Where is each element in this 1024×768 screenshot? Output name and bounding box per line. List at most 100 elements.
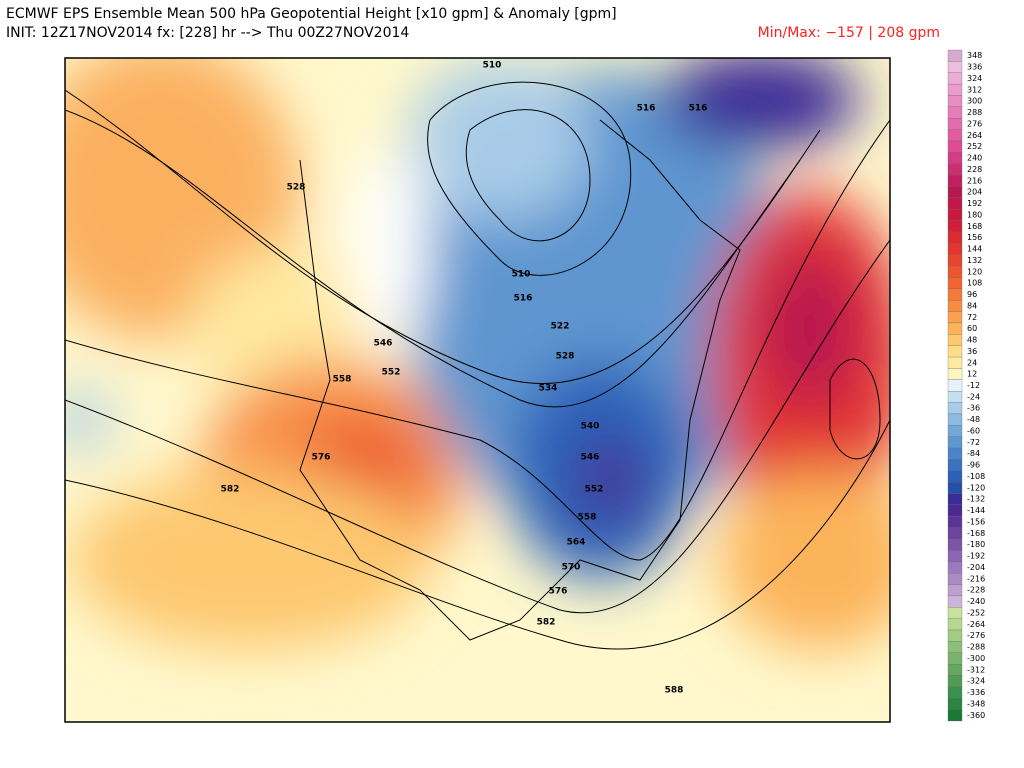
colorbar-swatch <box>947 356 963 369</box>
colorbar-label: -336 <box>967 688 985 697</box>
colorbar-label: -264 <box>967 620 985 629</box>
colorbar-label: -192 <box>967 552 985 561</box>
colorbar-label: 180 <box>967 210 982 219</box>
colorbar-label: -360 <box>967 711 985 720</box>
colorbar-label: -24 <box>967 392 980 401</box>
contour-label: 558 <box>333 375 352 385</box>
contour-label: 534 <box>539 384 558 394</box>
colorbar-label: -216 <box>967 574 985 583</box>
colorbar-swatch <box>947 709 963 722</box>
contour-label: 516 <box>514 294 533 304</box>
colorbar-label: 336 <box>967 63 982 72</box>
colorbar-swatch <box>947 459 963 471</box>
colorbar-label: -348 <box>967 699 985 708</box>
colorbar-label: -180 <box>967 540 985 549</box>
contour-label: 528 <box>556 352 575 362</box>
colorbar-label: -312 <box>967 665 985 674</box>
colorbar-swatch <box>947 425 963 437</box>
colorbar-label: -168 <box>967 529 985 538</box>
colorbar-swatch <box>947 629 963 642</box>
colorbar-label: 300 <box>967 97 982 106</box>
colorbar-label: 96 <box>967 290 977 299</box>
contour-label: 570 <box>562 563 581 573</box>
colorbar-swatch <box>947 402 963 415</box>
contour-label: 582 <box>537 618 556 628</box>
colorbar-swatch <box>947 663 963 676</box>
colorbar-label: 312 <box>967 85 982 94</box>
colorbar-swatch <box>947 140 963 153</box>
contour-label: 546 <box>581 453 600 463</box>
colorbar-swatch <box>947 698 963 710</box>
colorbar-label: 24 <box>967 358 977 367</box>
min-max: Min/Max: −157 | 208 gpm <box>758 25 940 41</box>
colorbar-label: -288 <box>967 643 985 652</box>
colorbar-swatch <box>947 209 963 221</box>
title: ECMWF EPS Ensemble Mean 500 hPa Geopoten… <box>6 6 617 22</box>
colorbar-swatch <box>947 106 963 119</box>
colorbar-label: 252 <box>967 142 982 151</box>
colorbar-swatch <box>947 573 963 585</box>
colorbar-label: 108 <box>967 279 982 288</box>
colorbar-swatch <box>947 493 963 506</box>
colorbar-label: 132 <box>967 256 982 265</box>
map-field <box>65 58 890 722</box>
colorbar-swatch <box>947 231 963 244</box>
colorbar-swatch <box>947 322 963 335</box>
map-frame <box>64 57 891 723</box>
colorbar-label: 60 <box>967 324 977 333</box>
contour-label: 558 <box>578 513 597 523</box>
contour-label: 528 <box>287 183 306 193</box>
colorbar-swatch <box>947 527 963 540</box>
colorbar-label: 48 <box>967 336 977 345</box>
contour-label: 552 <box>382 368 401 378</box>
colorbar-swatch <box>947 265 963 278</box>
colorbar-swatch <box>947 288 963 301</box>
contour-label: 552 <box>585 485 604 495</box>
colorbar-swatch <box>947 675 963 688</box>
colorbar-swatch <box>947 186 963 198</box>
colorbar-swatch <box>947 197 963 210</box>
colorbar-label: 240 <box>967 154 982 163</box>
colorbar-label: 348 <box>967 51 982 60</box>
colorbar-swatch <box>947 550 963 562</box>
colorbar-label: 156 <box>967 233 982 242</box>
colorbar-label: 228 <box>967 165 982 174</box>
colorbar-label: -252 <box>967 608 985 617</box>
colorbar-swatch <box>947 83 963 96</box>
colorbar-swatch <box>947 243 963 255</box>
colorbar-label: 120 <box>967 267 982 276</box>
colorbar-label: -156 <box>967 517 985 526</box>
colorbar-swatch <box>947 72 963 85</box>
colorbar-label: 288 <box>967 108 982 117</box>
contour-label: 516 <box>637 104 656 114</box>
colorbar-label: 216 <box>967 176 982 185</box>
colorbar-swatch <box>947 504 963 517</box>
colorbar-label: -96 <box>967 461 980 470</box>
colorbar-label: -36 <box>967 404 980 413</box>
colorbar-label: -84 <box>967 449 980 458</box>
colorbar-swatch <box>947 95 963 108</box>
colorbar-label: 276 <box>967 119 982 128</box>
colorbar-swatch <box>947 163 963 176</box>
colorbar-swatch <box>947 607 963 619</box>
colorbar-swatch <box>947 447 963 460</box>
colorbar-label: -276 <box>967 631 985 640</box>
contour-label: 516 <box>689 104 708 114</box>
colorbar-swatch <box>947 129 963 142</box>
colorbar-swatch <box>947 436 963 449</box>
colorbar-label: -144 <box>967 506 985 515</box>
colorbar-swatch <box>947 618 963 631</box>
contour-label: 588 <box>665 686 684 696</box>
colorbar-label: -60 <box>967 426 980 435</box>
colorbar-label: 12 <box>967 370 977 379</box>
colorbar-swatch <box>947 641 963 653</box>
colorbar-swatch <box>947 595 963 608</box>
colorbar-label: 192 <box>967 199 982 208</box>
colorbar-swatch <box>947 516 963 528</box>
colorbar-swatch <box>947 686 963 699</box>
colorbar-label: 168 <box>967 222 982 231</box>
colorbar-swatch <box>947 470 963 483</box>
colorbar-label: -120 <box>967 483 985 492</box>
colorbar-swatch <box>947 561 963 574</box>
